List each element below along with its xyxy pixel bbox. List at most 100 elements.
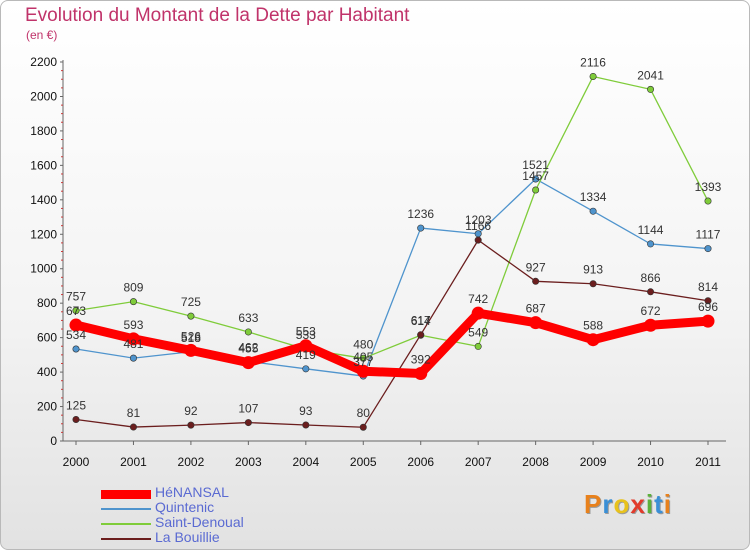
y-tick-label: 2000 xyxy=(30,89,57,103)
x-tick-label: 2001 xyxy=(120,455,147,469)
data-point xyxy=(244,328,252,336)
x-tick-label: 2003 xyxy=(235,455,262,469)
data-point xyxy=(302,365,310,373)
legend-swatch xyxy=(101,508,151,510)
y-tick-label: 1600 xyxy=(30,158,57,172)
y-tick-label: 200 xyxy=(37,400,57,414)
y-tick-label: 0 xyxy=(50,434,57,448)
legend-swatch xyxy=(101,523,151,525)
data-label: 526 xyxy=(181,329,201,343)
data-label: 672 xyxy=(641,304,661,318)
data-label: 549 xyxy=(468,325,488,339)
proxiti-logo: Proxiti xyxy=(584,489,672,520)
data-point xyxy=(417,224,425,232)
data-label: 405 xyxy=(353,350,373,364)
series-h-nansal xyxy=(69,306,715,380)
data-label: 377 xyxy=(353,355,373,369)
series-line xyxy=(71,308,713,378)
x-tick-label: 2009 xyxy=(580,455,607,469)
data-label: 588 xyxy=(583,319,603,333)
data-point xyxy=(72,345,80,353)
y-tick-label: 600 xyxy=(37,331,57,345)
x-tick-label: 2011 xyxy=(695,455,721,469)
data-label: 1166 xyxy=(465,219,491,233)
data-label: 81 xyxy=(127,406,141,420)
data-point xyxy=(704,297,712,305)
data-label: 419 xyxy=(296,348,316,362)
x-tick-label: 2004 xyxy=(292,455,319,469)
data-label: 392 xyxy=(411,352,431,366)
data-label: 107 xyxy=(238,402,258,416)
y-tick-label: 1800 xyxy=(30,124,57,138)
series-la-bouillie xyxy=(72,236,712,431)
data-label: 809 xyxy=(123,281,143,295)
data-point xyxy=(701,314,715,328)
data-point xyxy=(359,423,367,431)
data-point xyxy=(589,207,597,215)
series-line xyxy=(75,75,709,359)
data-point xyxy=(647,85,655,93)
data-label: 1457 xyxy=(522,169,549,183)
legend-label: Saint-Denoual xyxy=(155,514,244,530)
logo-letter: t xyxy=(654,489,664,519)
data-point xyxy=(244,419,252,427)
logo-letter: r xyxy=(602,489,614,519)
legend-label: Quintenic xyxy=(155,499,215,515)
y-tick-label: 2200 xyxy=(30,55,57,69)
data-label: 1117 xyxy=(696,228,721,242)
data-point xyxy=(647,288,655,296)
legend-label: HéNANSAL xyxy=(155,484,229,500)
data-point xyxy=(474,236,482,244)
data-label: 687 xyxy=(526,302,546,316)
data-label: 927 xyxy=(526,260,546,274)
y-tick-label: 1000 xyxy=(30,262,57,276)
data-label: 757 xyxy=(66,290,86,304)
data-label: 725 xyxy=(181,295,201,309)
data-point xyxy=(474,342,482,350)
data-label: 866 xyxy=(641,271,661,285)
data-label: 2041 xyxy=(637,68,664,82)
data-label: 617 xyxy=(411,314,431,328)
data-label: 814 xyxy=(698,280,718,294)
data-label: 1521 xyxy=(522,158,549,172)
data-label: 593 xyxy=(123,318,143,332)
x-tick-label: 2000 xyxy=(63,455,90,469)
data-point xyxy=(241,356,255,370)
data-label: 553 xyxy=(296,325,316,339)
data-point xyxy=(529,316,543,330)
chart-title: Evolution du Montant de la Dette par Hab… xyxy=(25,5,410,26)
x-tick-label: 2006 xyxy=(407,455,434,469)
data-label: 80 xyxy=(357,406,371,420)
data-point xyxy=(414,366,428,380)
logo-letter: o xyxy=(613,489,631,519)
y-tick-label: 1400 xyxy=(30,193,57,207)
data-point xyxy=(126,332,140,346)
y-tick-label: 800 xyxy=(37,296,57,310)
data-label: 481 xyxy=(123,337,143,351)
data-label: 1236 xyxy=(407,207,434,221)
logo-letter: P xyxy=(584,489,603,519)
data-point xyxy=(184,343,198,357)
data-label: 2116 xyxy=(580,55,606,69)
data-label: 462 xyxy=(238,340,258,354)
data-point xyxy=(356,364,370,378)
data-point xyxy=(187,421,195,429)
data-label: 913 xyxy=(583,263,603,277)
data-point xyxy=(302,421,310,429)
data-point xyxy=(532,175,540,183)
data-label: 93 xyxy=(299,404,313,418)
y-tick-label: 400 xyxy=(37,365,57,379)
data-point xyxy=(704,197,712,205)
data-label: 1334 xyxy=(580,190,607,204)
data-label: 673 xyxy=(66,304,86,318)
data-label: 742 xyxy=(468,292,488,306)
x-tick-label: 2008 xyxy=(522,455,549,469)
data-point xyxy=(586,333,600,347)
data-point xyxy=(589,280,597,288)
data-point xyxy=(72,415,80,423)
series-saint-denoual xyxy=(72,72,712,362)
data-point xyxy=(471,306,485,320)
legend-label: La Bouillie xyxy=(155,529,220,545)
unit-label: (en €) xyxy=(26,28,58,42)
